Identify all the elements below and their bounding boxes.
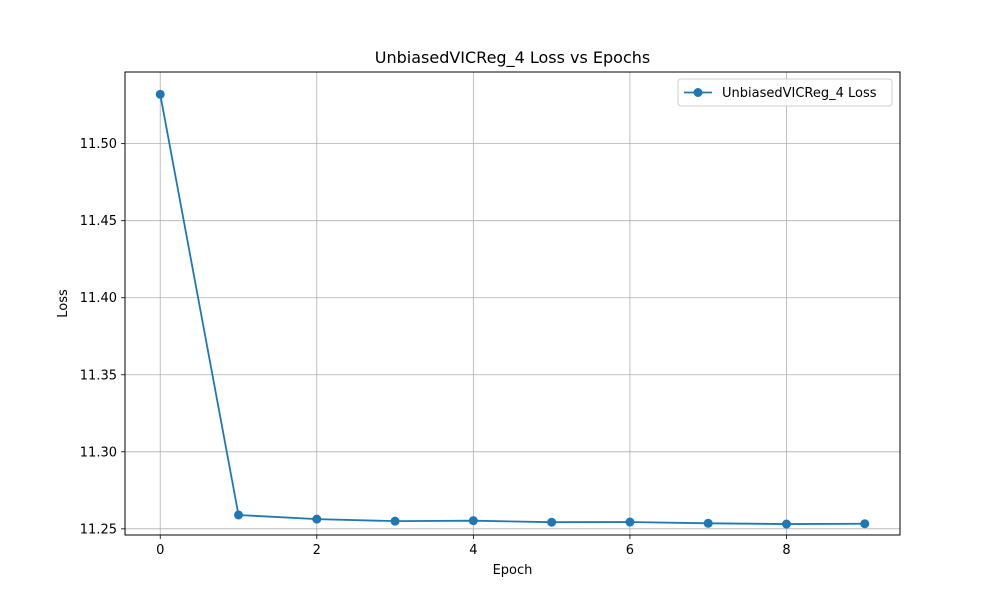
data-point <box>547 517 557 527</box>
data-point <box>703 518 713 528</box>
x-tick-label: 2 <box>313 543 321 558</box>
data-point <box>625 517 635 527</box>
x-tick-label: 6 <box>626 543 634 558</box>
data-point <box>390 516 400 526</box>
chart-title: UnbiasedVICReg_4 Loss vs Epochs <box>375 48 651 68</box>
x-tick-label: 4 <box>469 543 477 558</box>
axis-ticks: 0 2 4 6 8 11.25 11.30 11.35 11.40 11.45 11.50 <box>80 137 791 558</box>
y-tick-label: 11.40 <box>80 291 117 306</box>
data-point <box>468 516 478 526</box>
y-axis-label: Loss <box>56 289 71 318</box>
y-tick-label: 11.45 <box>80 214 117 229</box>
legend-label: UnbiasedVICReg_4 Loss <box>722 86 877 101</box>
y-tick-label: 11.30 <box>80 445 117 460</box>
x-tick-label: 0 <box>156 543 164 558</box>
legend-marker <box>693 88 703 97</box>
data-point <box>312 514 322 524</box>
x-axis-label: Epoch <box>493 563 533 578</box>
y-tick-label: 11.35 <box>80 368 117 383</box>
y-tick-label: 11.25 <box>80 522 117 537</box>
data-point <box>781 519 791 529</box>
x-tick-label: 8 <box>782 543 790 558</box>
data-point <box>155 89 165 99</box>
grid-lines <box>125 72 900 535</box>
data-point <box>860 519 870 529</box>
series-line <box>159 94 865 525</box>
data-point <box>234 510 244 520</box>
series-layer <box>155 89 870 529</box>
y-tick-label: 11.50 <box>80 137 117 152</box>
plot-frame <box>124 71 901 536</box>
legend: UnbiasedVICReg_4 Loss <box>677 78 893 107</box>
legend-box <box>677 78 893 107</box>
